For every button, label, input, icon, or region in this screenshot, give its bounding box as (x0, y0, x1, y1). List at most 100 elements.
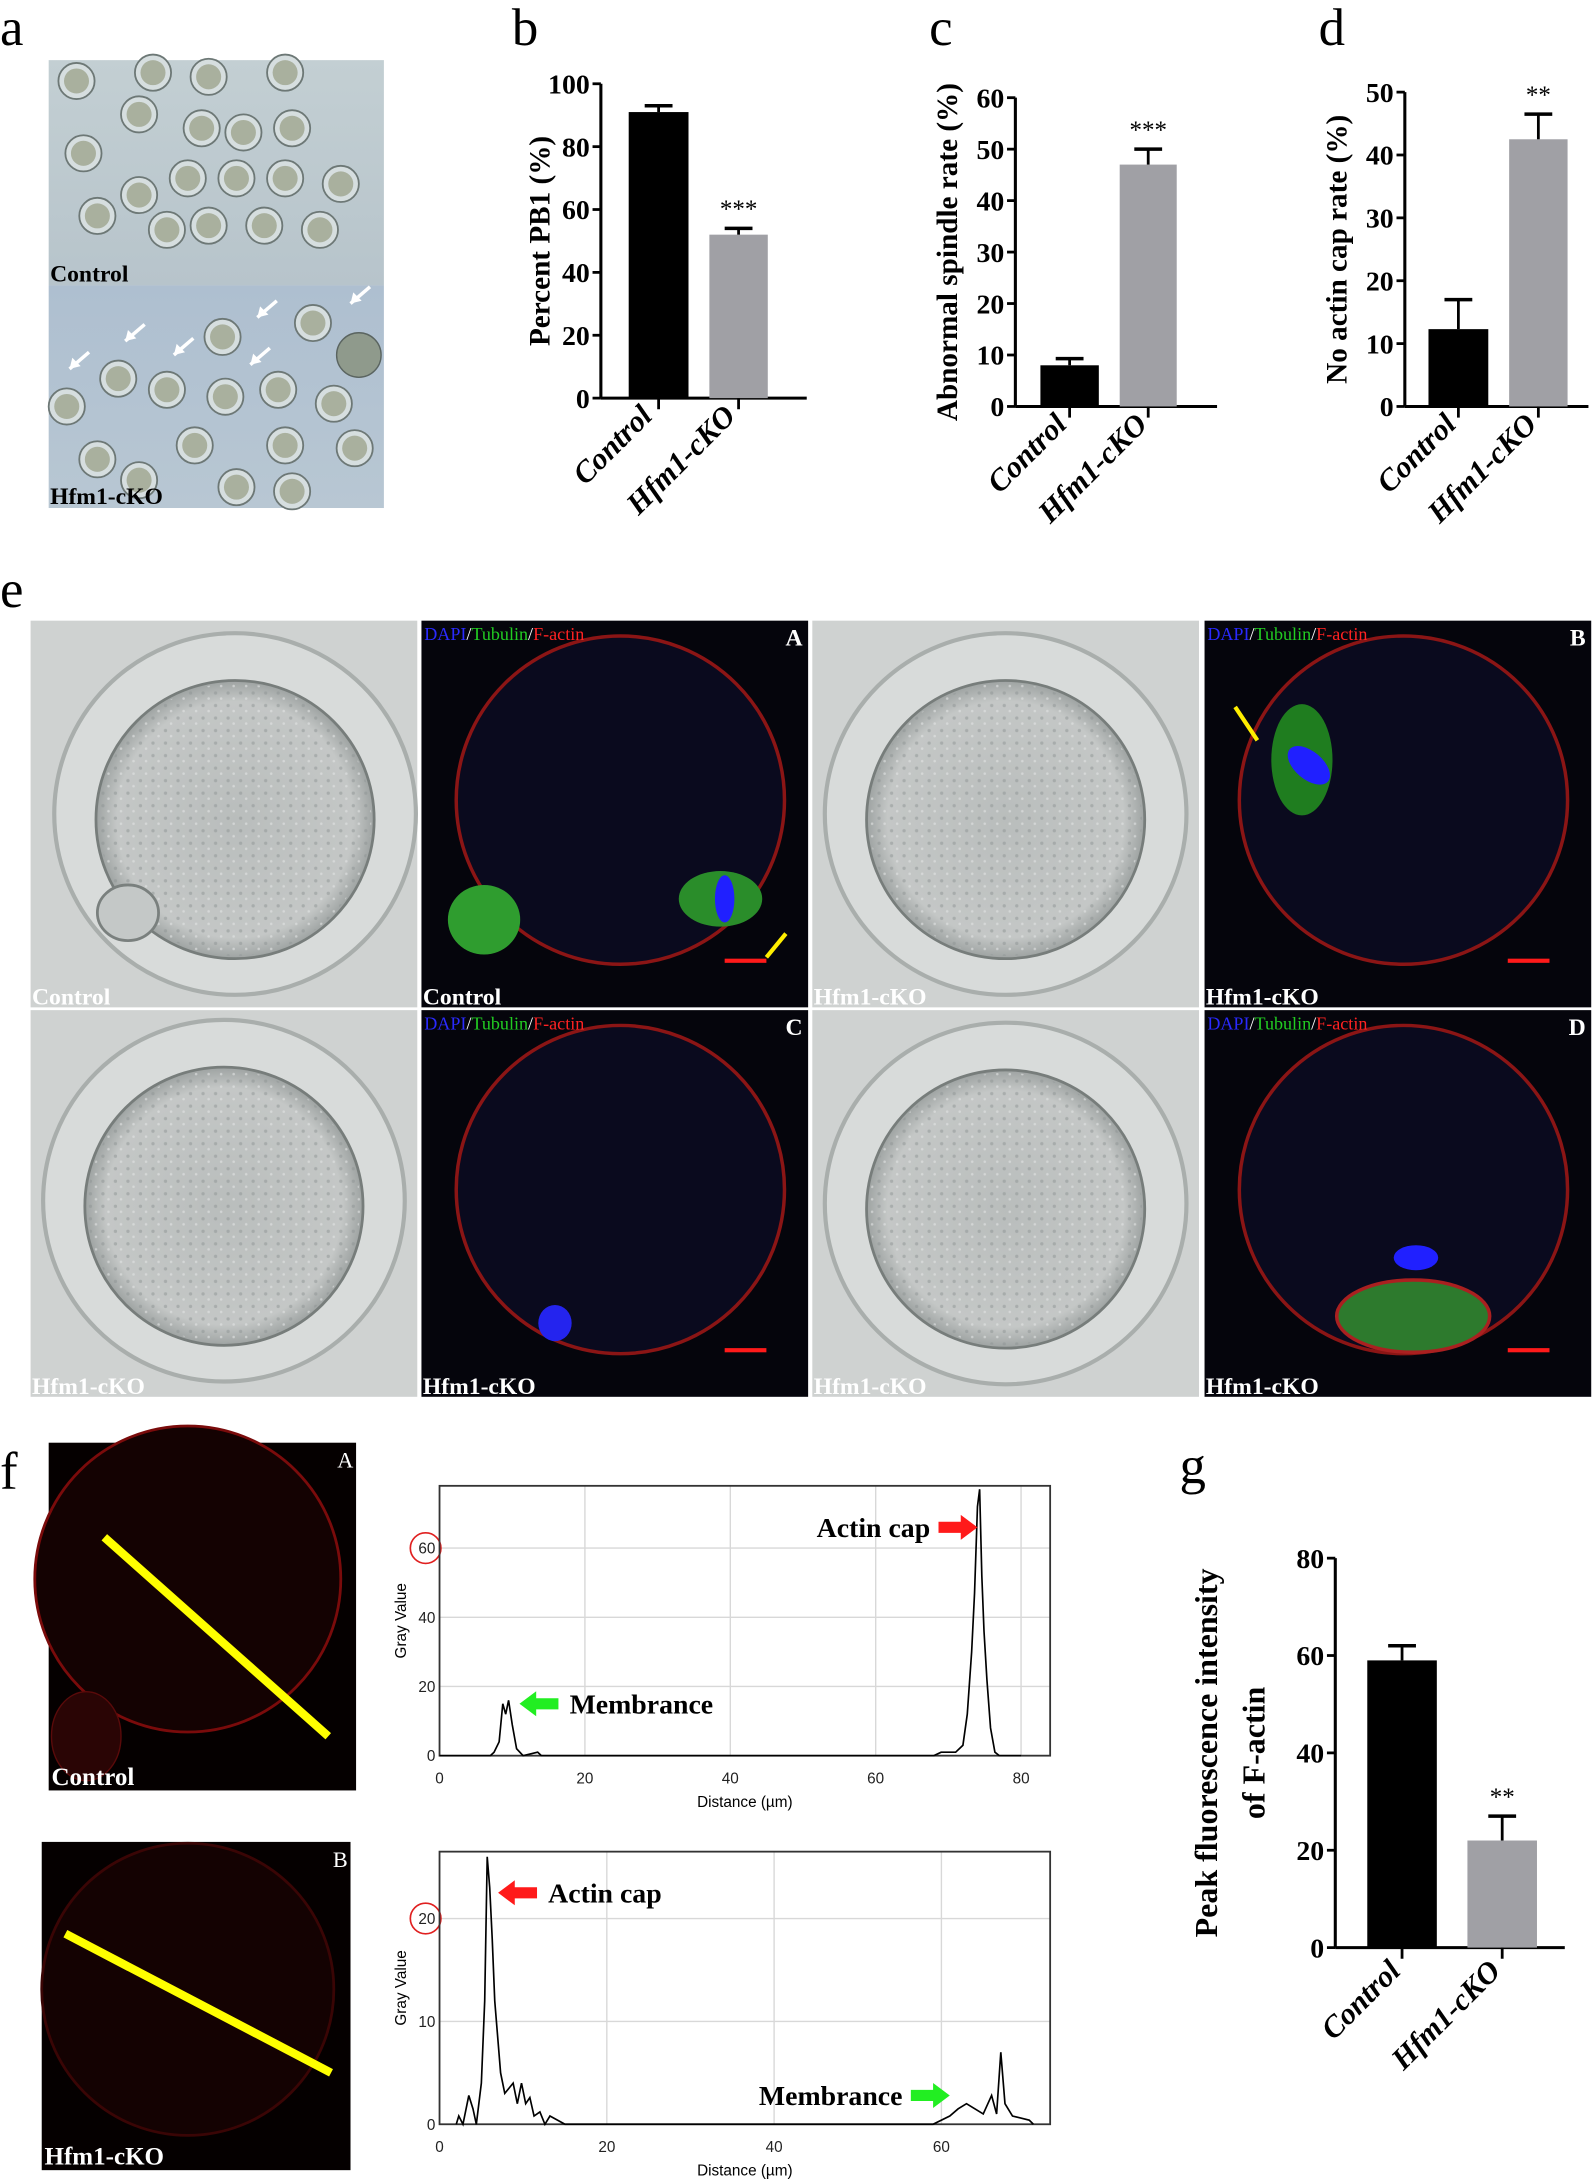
y-tick-label: 0 (1310, 1933, 1324, 1964)
stain-legend: DAPI/Tubulin/F-actin (1207, 1014, 1367, 1034)
bar-chart-g: 0 20 40 60 80 Control ** Hfm1-cKO Peak fluoresce… (1188, 1544, 1565, 2077)
y-axis-label: Gray Value (393, 1583, 410, 1658)
oocyte-cytoplasm (196, 64, 222, 90)
tile-letter: B (1570, 626, 1586, 652)
x-tick-label: Hfm1-cKO (1384, 1954, 1507, 2077)
annotation-label: Actin cap (817, 1513, 931, 1544)
bar-hfm1-cko (709, 234, 768, 399)
significance-label: ** (1490, 1784, 1515, 1811)
oocyte-cytoplasm (279, 115, 305, 141)
highlight-circle (409, 1902, 442, 1935)
stain-sep: / (466, 1014, 472, 1034)
oocyte-cytoplasm (154, 377, 180, 403)
annotation-label: Actin cap (548, 1879, 662, 1910)
panel-a-micrographs: Control Hfm1-cKO (47, 53, 384, 511)
cytoplasm-texture (87, 1069, 361, 1343)
y-tick-label: 30 (1366, 204, 1394, 235)
micrograph-tile-3: Hfm1-cKO (812, 620, 1199, 1011)
y-tick-label: 60 (976, 83, 1004, 114)
oocyte-cytoplasm (272, 165, 298, 191)
y-tick-label: 0 (990, 392, 1004, 423)
stain-tubulin: Tubulin (1255, 624, 1312, 644)
bar-control (1428, 329, 1489, 407)
polar-body-protrusion (1334, 1278, 1492, 1355)
tile-label: Hfm1-cKO (1206, 985, 1319, 1011)
highlight-circle (409, 1531, 442, 1565)
stain-sep: / (1250, 624, 1256, 644)
oocyte-cytoplasm (140, 60, 166, 86)
panel-letter-f: f (0, 1443, 18, 1501)
bar-control (1367, 1660, 1437, 1948)
y-tick-label: 20 (418, 1679, 435, 1696)
x-axis-label: Distance (µm) (697, 1794, 793, 1811)
oocyte-cytoplasm (54, 393, 80, 419)
scale-bar (724, 1348, 767, 1353)
oocyte-cytoplasm (223, 165, 249, 191)
panel-letter-a: a (0, 0, 23, 57)
oocyte-cytoplasm (230, 119, 256, 145)
bar-control (628, 112, 689, 399)
bar-control (1040, 365, 1099, 407)
knockout-label: Hfm1-cKO (50, 484, 163, 510)
arrow-icon (1233, 705, 1260, 742)
micrograph-tile-7: Hfm1-cKO (812, 1010, 1199, 1400)
tile-label: Hfm1-cKO (423, 1374, 536, 1400)
polar-body (95, 883, 160, 942)
stain-factin: F-actin (533, 624, 584, 644)
chromosomes-dapi (538, 1305, 572, 1342)
significance-label: *** (720, 196, 758, 223)
cytoplasm-texture (869, 683, 1142, 956)
tile-letter: A (786, 626, 803, 652)
x-tick-label: 0 (435, 1770, 444, 1787)
bar-hfm1-cko (1119, 164, 1177, 407)
y-tick-label: 10 (418, 2014, 435, 2031)
panel-letter-c: c (929, 0, 952, 57)
arrow-head-icon (350, 292, 362, 304)
panel-letter-g: g (1180, 1437, 1206, 1495)
chromosomes-dapi (1393, 1245, 1439, 1271)
arrow-icon (764, 932, 788, 959)
oocyte-cytoplasm (342, 435, 368, 461)
y-tick-label: 60 (1296, 1641, 1324, 1672)
y-axis-label: No actin cap rate (%) (1321, 115, 1353, 384)
micrograph-tile-4: DAPI/Tubulin/F-actin B Hfm1-cKO (1204, 620, 1592, 1011)
y-axis-label: Abnormal spindle rate (%) (932, 83, 964, 421)
oocyte-membrane (40, 1841, 336, 2137)
annotation-label: Membrance (570, 1690, 714, 1721)
tile-label: Hfm1-cKO (32, 1374, 145, 1400)
y-tick-label: 0 (1380, 392, 1394, 423)
cytoplasm-texture (98, 683, 372, 956)
oocyte-cytoplasm (210, 324, 236, 350)
scale-bar (1507, 958, 1550, 963)
oocyte-membrane-factin (454, 1023, 787, 1356)
line-scan-path (101, 1534, 332, 1740)
oocyte-cytoplasm (84, 203, 110, 229)
line-scan-image-1: Control A (33, 1424, 357, 1791)
stain-legend: DAPI/Tubulin/F-actin (1207, 624, 1367, 644)
y-tick-label: 20 (418, 1911, 435, 1928)
y-tick-label: 40 (976, 186, 1004, 217)
image-label: Hfm1-cKO (45, 2144, 164, 2171)
oocyte-cytoplasm (300, 310, 326, 336)
bar-chart-c: 0102030405060Control***Hfm1-cKOAbnormal … (932, 83, 1218, 530)
tile-label: Control (423, 985, 502, 1011)
y-tick-label: 0 (427, 2117, 436, 2134)
stain-tubulin: Tubulin (471, 1014, 528, 1034)
line-profile-chart-f2: 0 20 40 60 0 10 20 Gray Value Distance (µm) Actin… (393, 1850, 1052, 2180)
panel-letter-e: e (0, 561, 23, 619)
y-axis-label: Gray Value (393, 1950, 410, 2025)
oocyte-cytoplasm (328, 171, 354, 197)
y-tick-label: 60 (418, 1541, 435, 1558)
oocyte-cytoplasm (196, 213, 222, 239)
oocyte-cytoplasm (126, 101, 152, 127)
arrow-head-icon (257, 306, 269, 318)
control-label: Control (50, 261, 129, 287)
y-tick-label: 50 (976, 135, 1004, 166)
annotation-label: Membrance (759, 2081, 903, 2112)
y-tick-label: 80 (1296, 1544, 1324, 1575)
x-tick-label: Control (1314, 1953, 1407, 2046)
panel-letter-d: d (1319, 0, 1345, 57)
